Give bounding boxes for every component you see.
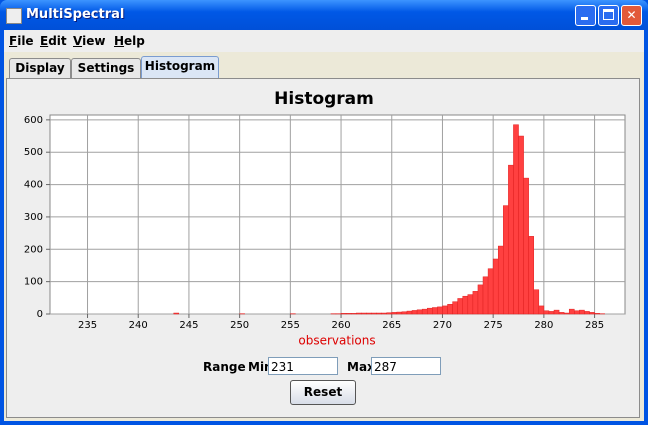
window-title: MultiSpectral xyxy=(26,7,125,22)
x-tick-label: 240 xyxy=(129,320,148,331)
minimize-button[interactable] xyxy=(575,5,596,26)
tab[interactable]: Display xyxy=(9,58,71,78)
x-tick-label: 285 xyxy=(585,320,604,331)
y-tick-label: 100 xyxy=(24,277,43,288)
tab-selected[interactable]: Histogram xyxy=(141,56,219,79)
bar xyxy=(563,312,570,315)
bar xyxy=(345,313,352,315)
y-tick-label: 400 xyxy=(24,180,43,191)
bar xyxy=(447,304,453,315)
x-tick-label: 265 xyxy=(382,320,401,331)
bar xyxy=(406,310,413,315)
x-axis-label: observations xyxy=(298,334,375,348)
bar xyxy=(477,284,484,315)
bar xyxy=(396,311,403,315)
menu-item[interactable]: File xyxy=(9,34,34,48)
bar xyxy=(361,312,367,315)
min-label: Min xyxy=(248,360,273,374)
tab[interactable]: Settings xyxy=(71,58,141,78)
title-bar: MultiSpectral ✕ xyxy=(0,0,648,30)
bar xyxy=(421,308,428,315)
bar xyxy=(173,312,180,315)
bar xyxy=(528,236,534,315)
bar xyxy=(533,289,540,315)
bar xyxy=(579,309,585,315)
x-tick-label: 270 xyxy=(433,320,452,331)
bar xyxy=(594,313,600,315)
bar xyxy=(467,294,474,315)
bar xyxy=(548,311,555,315)
x-tick-label: 280 xyxy=(534,320,553,331)
bar xyxy=(366,312,372,315)
range-label: Range xyxy=(203,360,246,374)
bar xyxy=(503,205,509,315)
bar xyxy=(558,312,565,315)
bar xyxy=(497,245,504,315)
y-tick-label: 300 xyxy=(24,212,43,223)
x-tick-label: 250 xyxy=(230,320,249,331)
bar xyxy=(350,313,357,315)
bar xyxy=(442,305,448,315)
x-tick-label: 255 xyxy=(281,320,300,331)
bar xyxy=(457,298,463,315)
menu-bar: File Edit View Help xyxy=(4,30,644,52)
bar xyxy=(508,164,514,315)
bar xyxy=(356,312,362,315)
bar xyxy=(513,124,519,315)
bar xyxy=(543,310,550,315)
bar xyxy=(426,307,433,315)
max-label: Max xyxy=(347,360,375,374)
bar xyxy=(553,309,560,315)
y-tick-label: 0 xyxy=(37,309,43,320)
bar xyxy=(416,309,423,315)
app-icon xyxy=(6,8,22,24)
bar xyxy=(376,312,382,315)
bar xyxy=(584,311,590,315)
bar xyxy=(437,306,443,315)
bar xyxy=(482,276,489,315)
bar xyxy=(411,310,418,315)
menu-item[interactable]: Edit xyxy=(40,34,67,48)
x-tick-label: 245 xyxy=(179,320,198,331)
y-tick-label: 600 xyxy=(24,115,43,126)
bar xyxy=(492,258,499,315)
y-tick-label: 500 xyxy=(24,147,43,158)
bar xyxy=(518,135,524,315)
bar xyxy=(568,308,575,315)
bar xyxy=(574,310,580,315)
reset-button[interactable]: Reset xyxy=(290,380,356,405)
min-field[interactable]: 231 xyxy=(268,357,338,375)
chart-title: Histogram xyxy=(274,89,374,109)
y-tick-label: 200 xyxy=(24,244,43,255)
bar xyxy=(538,305,545,315)
bar xyxy=(452,301,458,315)
bar xyxy=(523,177,529,315)
x-tick-label: 260 xyxy=(332,320,351,331)
menu-item[interactable]: View xyxy=(73,34,106,48)
bar xyxy=(432,307,438,315)
bar xyxy=(401,311,408,315)
plot-area xyxy=(49,114,626,315)
bar xyxy=(381,312,387,315)
x-tick-label: 235 xyxy=(78,320,97,331)
bar xyxy=(589,312,595,315)
bar xyxy=(340,313,347,315)
x-tick-label: 275 xyxy=(484,320,503,331)
bar xyxy=(472,291,479,315)
bar xyxy=(391,312,398,315)
close-button[interactable]: ✕ xyxy=(621,5,642,26)
bar xyxy=(371,312,377,315)
maximize-button[interactable] xyxy=(598,5,619,26)
menu-item[interactable]: Help xyxy=(114,34,145,48)
bar xyxy=(386,312,393,315)
max-field[interactable]: 287 xyxy=(371,357,441,375)
bar xyxy=(487,268,494,315)
bar xyxy=(462,295,469,315)
